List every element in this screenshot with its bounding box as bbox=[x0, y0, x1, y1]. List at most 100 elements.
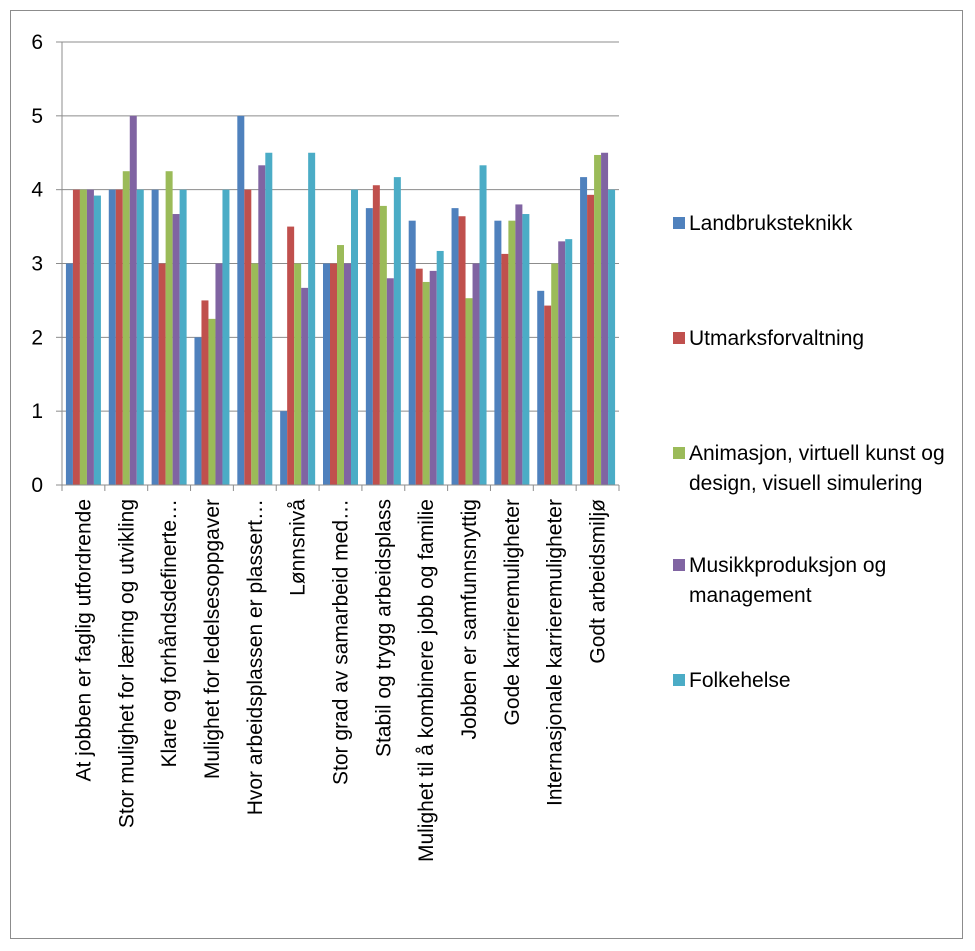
bar bbox=[301, 287, 309, 485]
bar bbox=[415, 268, 423, 485]
x-tick-label: Mulighet til å kombinere jobb og familie bbox=[415, 499, 438, 862]
y-tick-label: 5 bbox=[31, 105, 43, 128]
legend-item: Musikkproduksjon og management bbox=[673, 551, 959, 611]
bar-chart: 0 1 2 3 4 5 6 At jobben er faglig utfordrende S… bbox=[31, 31, 620, 862]
bar bbox=[93, 195, 101, 485]
bar bbox=[386, 278, 394, 485]
bar bbox=[122, 171, 130, 486]
bar bbox=[208, 318, 216, 485]
bar bbox=[551, 263, 559, 485]
y-tick-label: 1 bbox=[31, 400, 43, 423]
bar bbox=[237, 115, 245, 485]
legend-item: Animasjon, virtuell kunst og design, vis… bbox=[673, 439, 959, 499]
bar bbox=[501, 253, 509, 485]
legend-item: Landbruksteknikk bbox=[673, 209, 959, 239]
bar bbox=[222, 189, 230, 485]
legend-label: Landbruksteknikk bbox=[689, 212, 853, 235]
bar bbox=[251, 263, 259, 485]
bar bbox=[280, 411, 288, 485]
legend-item: Utmarksforvaltning bbox=[673, 324, 959, 354]
bar bbox=[580, 177, 588, 486]
bar bbox=[472, 263, 480, 485]
bar bbox=[244, 189, 252, 485]
bar bbox=[594, 154, 602, 485]
bar bbox=[537, 290, 545, 485]
bar bbox=[558, 241, 566, 485]
legend-swatch bbox=[673, 332, 685, 344]
bar bbox=[115, 189, 123, 485]
x-tick-label: Gode karrieremuligheter bbox=[501, 499, 524, 725]
x-tick-label: Internasjonale karrieremuligheter bbox=[544, 499, 567, 806]
y-tick-label: 6 bbox=[31, 31, 43, 54]
legend-label: Folkehelse bbox=[689, 669, 791, 692]
bar bbox=[86, 189, 94, 485]
legend-label: Animasjon, virtuell kunst og design, vis… bbox=[689, 442, 945, 495]
bar bbox=[179, 189, 187, 485]
axes bbox=[56, 41, 620, 491]
bar bbox=[494, 220, 502, 485]
bar bbox=[587, 194, 595, 485]
bar bbox=[379, 205, 387, 485]
x-tick-labels: At jobben er faglig utfordrende Stor muli… bbox=[72, 499, 609, 862]
bar bbox=[194, 337, 202, 485]
bar bbox=[65, 263, 73, 485]
x-tick-label: Hvor arbeidsplassen er plassert… bbox=[244, 499, 267, 815]
bar bbox=[330, 263, 337, 485]
bar bbox=[393, 177, 401, 486]
legend-swatch bbox=[673, 674, 685, 686]
bar bbox=[372, 185, 380, 485]
x-tick-label: At jobben er faglig utfordrende bbox=[72, 499, 95, 782]
x-tick-label: Godt arbeidsmiljø bbox=[587, 499, 610, 664]
y-tick-label: 4 bbox=[31, 179, 43, 202]
chart-frame: 0 1 2 3 4 5 6 At jobben er faglig utfordrende S… bbox=[10, 10, 963, 939]
bar bbox=[151, 189, 159, 485]
bar bbox=[323, 263, 330, 485]
y-tick-labels: 0 1 2 3 4 5 6 bbox=[31, 31, 43, 497]
x-tick-label: Stor mulighet for læring og utvikling bbox=[115, 499, 138, 828]
bar bbox=[215, 263, 223, 485]
bar bbox=[108, 189, 116, 485]
bar bbox=[201, 300, 209, 485]
bar bbox=[129, 115, 137, 485]
bar bbox=[465, 298, 473, 485]
bar bbox=[565, 239, 573, 485]
legend-label: Musikkproduksjon og management bbox=[689, 554, 887, 607]
bar bbox=[172, 214, 180, 485]
x-tick-label: Stor grad av samarbeid med… bbox=[330, 499, 353, 785]
x-tick-label: Jobben er samfunnsnyttig bbox=[458, 499, 481, 739]
bar bbox=[165, 171, 173, 486]
bar bbox=[258, 165, 266, 485]
y-tick-label: 2 bbox=[31, 326, 43, 349]
bar bbox=[308, 152, 316, 485]
bar bbox=[351, 189, 358, 485]
bar bbox=[158, 263, 166, 485]
bar bbox=[544, 305, 552, 485]
x-tick-label: Stabil og trygg arbeidsplass bbox=[372, 499, 395, 757]
legend-item: Folkehelse bbox=[673, 666, 959, 696]
bar bbox=[608, 189, 616, 485]
bar bbox=[344, 263, 351, 485]
x-tick-label: Klare og forhåndsdefinerte… bbox=[158, 499, 181, 768]
legend-swatch bbox=[673, 447, 685, 459]
bar bbox=[136, 189, 144, 485]
x-tick-label: Lønnsnivå bbox=[287, 499, 310, 596]
bar bbox=[451, 208, 459, 485]
bar bbox=[458, 216, 466, 485]
bar bbox=[522, 214, 530, 485]
bar bbox=[515, 204, 523, 485]
legend-swatch bbox=[673, 559, 685, 571]
x-tick-label: Mulighet for ledelsesoppgaver bbox=[201, 499, 224, 779]
legend-label: Utmarksforvaltning bbox=[689, 327, 865, 350]
bar bbox=[422, 281, 430, 485]
bar bbox=[72, 189, 80, 485]
bar bbox=[601, 152, 609, 485]
bar bbox=[79, 189, 87, 485]
bar bbox=[294, 263, 302, 485]
bar bbox=[429, 270, 437, 485]
legend-swatch bbox=[673, 217, 685, 229]
bar bbox=[436, 250, 444, 485]
bar bbox=[337, 245, 344, 485]
bar bbox=[508, 220, 516, 485]
bars bbox=[65, 115, 616, 486]
bar bbox=[365, 208, 373, 485]
